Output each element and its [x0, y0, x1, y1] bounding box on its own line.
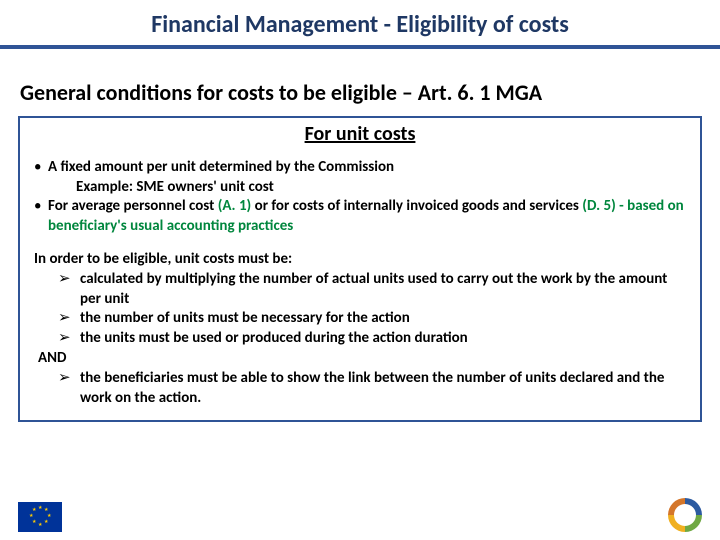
example-text: SME owners' unit cost: [136, 178, 273, 196]
arrow-item: ➢ the number of units must be necessary …: [34, 309, 686, 329]
accent-bar: [0, 45, 720, 49]
example-line: Example: SME owners' unit cost: [34, 178, 686, 198]
arrow-text: calculated by multiplying the number of …: [80, 270, 686, 310]
arrow-icon: ➢: [58, 329, 80, 349]
bullet-text: A fixed amount per unit determined by th…: [48, 158, 394, 178]
box-header: For unit costs: [20, 118, 700, 152]
ref-a: (A. 1): [218, 197, 252, 215]
eu-flag-icon: ★ ★ ★ ★ ★ ★ ★ ★: [18, 502, 62, 532]
partner-logo-icon: [668, 498, 702, 532]
arrow-item: ➢ the beneficiaries must be able to show…: [34, 369, 686, 409]
bullet-text: For average personnel cost (A. 1) or for…: [48, 197, 686, 236]
arrow-icon: ➢: [58, 270, 80, 310]
arrow-text: the units must be used or produced durin…: [80, 329, 686, 349]
definitions-section: • A fixed amount per unit determined by …: [20, 152, 700, 246]
title-bar: Financial Management - Eligibility of co…: [0, 0, 720, 65]
ref-d: (D. 5): [582, 197, 615, 215]
bullet-item: • A fixed amount per unit determined by …: [34, 158, 686, 178]
requirements-section: In order to be eligible, unit costs must…: [20, 246, 700, 420]
page-title: Financial Management - Eligibility of co…: [0, 10, 720, 39]
arrow-item: ➢ the units must be used or produced dur…: [34, 329, 686, 349]
intro-line: In order to be eligible, unit costs must…: [34, 250, 686, 270]
text-fragment: or for costs of internally invoiced good…: [251, 197, 582, 215]
arrow-item: ➢ calculated by multiplying the number o…: [34, 270, 686, 310]
and-label: AND: [34, 349, 686, 369]
bullet-item: • For average personnel cost (A. 1) or f…: [34, 197, 686, 236]
bullet-icon: •: [34, 158, 48, 178]
arrow-icon: ➢: [58, 369, 80, 409]
eu-stars: ★ ★ ★ ★ ★ ★ ★ ★: [28, 505, 52, 529]
subtitle: General conditions for costs to be eligi…: [0, 65, 720, 116]
text-fragment: For average personnel cost: [48, 197, 218, 215]
bullet-icon: •: [34, 197, 48, 236]
arrow-text: the number of units must be necessary fo…: [80, 309, 686, 329]
arrow-text: the beneficiaries must be able to show t…: [80, 369, 686, 409]
footer: ★ ★ ★ ★ ★ ★ ★ ★: [0, 494, 720, 532]
content-box: For unit costs • A fixed amount per unit…: [18, 116, 702, 422]
example-label: Example:: [76, 178, 136, 196]
arrow-icon: ➢: [58, 309, 80, 329]
